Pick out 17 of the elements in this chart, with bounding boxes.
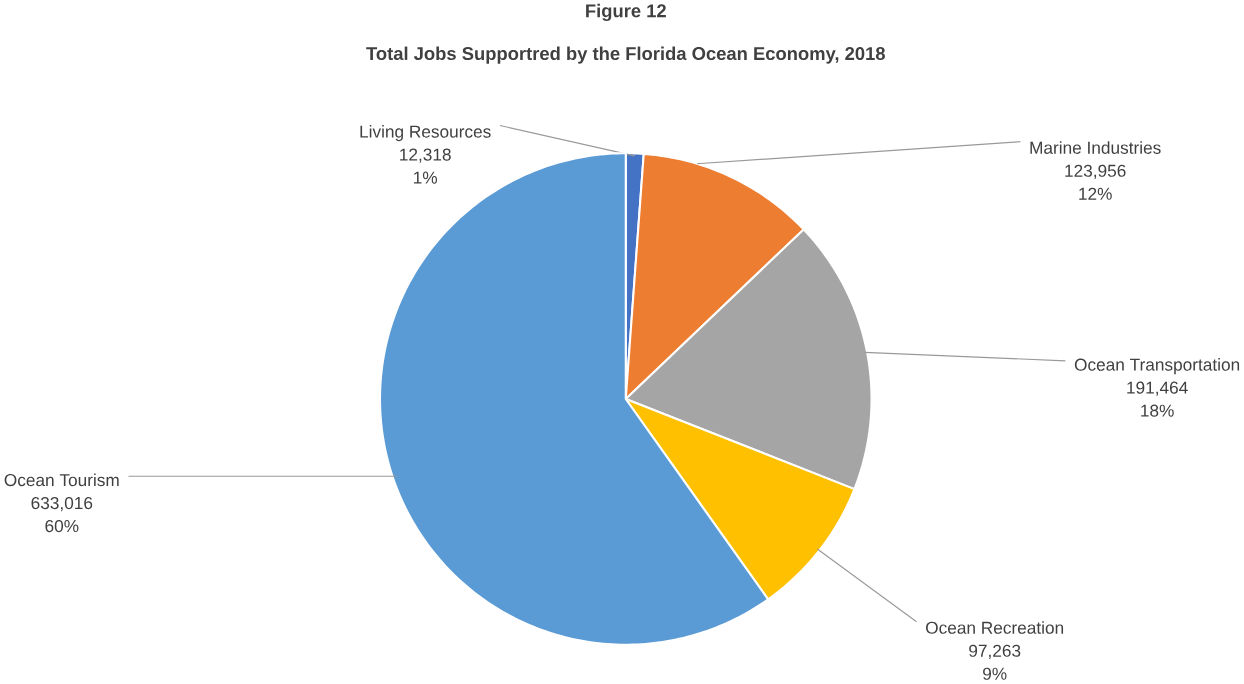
data-label: 97,263 (969, 644, 1021, 660)
slice-label: Ocean Recreation (926, 621, 1064, 635)
text: 9% (983, 667, 1007, 680)
data-label: 123,956 (1065, 164, 1126, 180)
slice-label: Ocean Transportation (1074, 358, 1240, 375)
slice-label: Ocean Tourism (4, 473, 119, 487)
data-label: 633,016 (31, 497, 93, 512)
text: 1% (414, 171, 438, 184)
text: 18% (1141, 404, 1174, 417)
text: 60% (45, 520, 79, 533)
text: 12% (1079, 187, 1112, 200)
slice-label: Living Resources (360, 125, 491, 142)
chart-subtitle: Total Jobs Supportred by the Florida Ocean Economy, 2018 (366, 46, 885, 64)
chart-title: Figure 12 (586, 3, 666, 22)
data-label: 12,318 (400, 148, 451, 163)
slice-label: Marine Industries (1030, 141, 1161, 155)
data-label: 191,464 (1127, 381, 1188, 396)
